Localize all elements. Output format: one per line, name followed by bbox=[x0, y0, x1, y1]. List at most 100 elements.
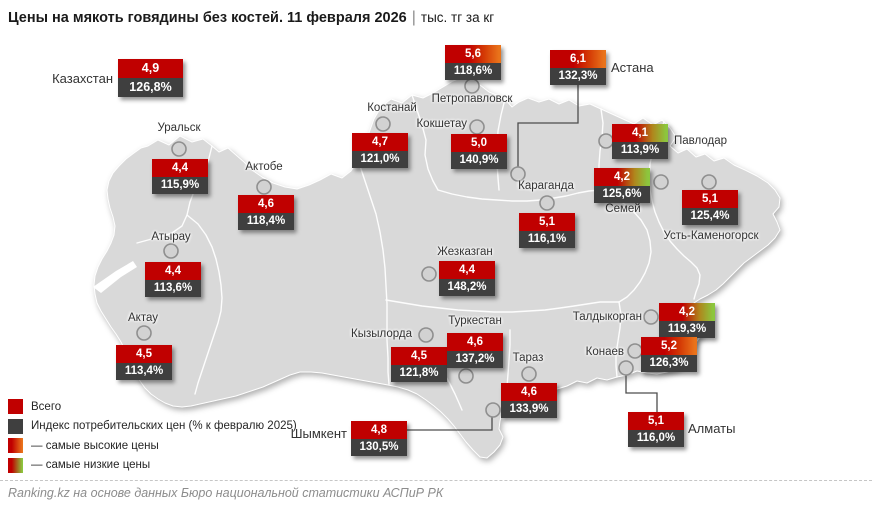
price-badge-kokshetau: 5,0 140,9% bbox=[451, 134, 507, 169]
title-unit: тыс. тг за кг bbox=[420, 10, 495, 25]
city-label-atyrau: Атырау bbox=[151, 231, 191, 243]
price-badge-konaev: 5,2 126,3% bbox=[641, 337, 697, 372]
price-badge-turkestan: 4,6 137,2% bbox=[447, 333, 503, 368]
city-label-semey: Семей bbox=[605, 203, 641, 215]
legend: Всего Индекс потребительских цен (% к фе… bbox=[8, 397, 297, 475]
index-value: 121,8% bbox=[391, 365, 447, 382]
legend-item-total: Всего bbox=[8, 397, 297, 417]
city-dot-semey bbox=[653, 174, 669, 190]
index-value: 125,6% bbox=[594, 186, 650, 203]
index-value: 126,8% bbox=[118, 78, 183, 97]
price-value: 4,4 bbox=[145, 262, 201, 280]
price-badge-astana: 6,1 132,3% bbox=[550, 50, 606, 85]
price-badge-karaganda: 5,1 116,1% bbox=[519, 213, 575, 248]
city-dot-aktau bbox=[136, 325, 152, 341]
city-label-kyzylorda: Кызылорда bbox=[351, 328, 412, 340]
city-label-kokshetau: Кокшетау bbox=[416, 118, 467, 130]
index-value: 116,1% bbox=[519, 231, 575, 248]
price-badge-kyzylorda: 4,5 121,8% bbox=[391, 347, 447, 382]
connector-lines bbox=[407, 85, 658, 431]
price-badge-petropavlovsk: 5,6 118,6% bbox=[445, 45, 501, 80]
index-value: 115,9% bbox=[152, 177, 208, 194]
legend-item-highest: — самые высокие цены bbox=[8, 436, 297, 456]
price-value: 4,8 bbox=[351, 421, 407, 439]
price-value: 4,7 bbox=[352, 133, 408, 151]
caspian-gulf bbox=[93, 261, 137, 293]
lowest-price-swatch-icon bbox=[8, 457, 23, 473]
total-swatch-icon bbox=[8, 399, 23, 415]
city-label-konaev: Конаев bbox=[585, 346, 624, 358]
city-label-karaganda: Караганда bbox=[518, 180, 574, 192]
index-value: 118,6% bbox=[445, 63, 501, 80]
city-label-zhezkazgan: Жезказган bbox=[437, 246, 493, 258]
index-value: 133,9% bbox=[501, 401, 557, 418]
city-dot-astana bbox=[510, 166, 526, 182]
city-dot-uralsk bbox=[171, 141, 187, 157]
city-label-astana: Астана bbox=[611, 60, 654, 75]
city-label-aktobe: Актобе bbox=[245, 161, 283, 173]
price-badge-aktau: 4,5 113,4% bbox=[116, 345, 172, 380]
price-badge-taraz: 4,6 133,9% bbox=[501, 383, 557, 418]
city-dot-turkestan bbox=[458, 368, 474, 384]
city-label-taraz: Тараз bbox=[512, 352, 544, 364]
city-label-taldykorgan: Талдыкорган bbox=[572, 311, 642, 323]
city-dots bbox=[136, 78, 717, 418]
region-borders bbox=[136, 94, 701, 411]
price-value: 4,6 bbox=[447, 333, 503, 351]
city-label-shymkent: Шымкент bbox=[290, 426, 347, 441]
price-badge-aktobe: 4,6 118,4% bbox=[238, 195, 294, 230]
price-value: 5,6 bbox=[445, 45, 501, 63]
index-value: 119,3% bbox=[659, 321, 715, 338]
index-value: 137,2% bbox=[447, 351, 503, 368]
price-badge-atyrau: 4,4 113,6% bbox=[145, 262, 201, 297]
title-row: Цены на мякоть говядины без костей. 11 ф… bbox=[8, 9, 494, 27]
price-value: 5,1 bbox=[682, 190, 738, 208]
legend-item-lowest: — самые низкие цены bbox=[8, 456, 297, 476]
price-badge-taldykorgan: 4,2 119,3% bbox=[659, 303, 715, 338]
city-dot-taldykorgan bbox=[643, 309, 659, 325]
city-label-ust-kamenogorsk: Усть-Каменогорск bbox=[663, 230, 759, 242]
city-label-turkestan: Туркестан bbox=[448, 315, 502, 327]
city-dot-taraz bbox=[521, 366, 537, 382]
highest-price-swatch-icon bbox=[8, 438, 23, 454]
price-value: 4,5 bbox=[116, 345, 172, 363]
city-dot-kokshetau bbox=[469, 119, 485, 135]
city-dot-petropavlovsk bbox=[464, 78, 480, 94]
footer-divider bbox=[0, 480, 872, 481]
price-value: 5,2 bbox=[641, 337, 697, 355]
index-value: 113,4% bbox=[116, 363, 172, 380]
connector-astana bbox=[517, 85, 579, 168]
price-value: 4,5 bbox=[391, 347, 447, 365]
price-value: 5,1 bbox=[628, 412, 684, 430]
price-badge-kazakhstan: 4,9 126,8% bbox=[118, 59, 183, 97]
price-badge-uralsk: 4,4 115,9% bbox=[152, 159, 208, 194]
city-label-petropavlovsk: Петропавловск bbox=[431, 93, 513, 105]
city-dot-kyzylorda bbox=[418, 327, 434, 343]
legend-item-cpi: Индекс потребительских цен (% к февралю … bbox=[8, 417, 297, 437]
index-value: 125,4% bbox=[682, 208, 738, 225]
city-dot-zhezkazgan bbox=[421, 266, 437, 282]
city-dot-ust-kamenogorsk bbox=[701, 174, 717, 190]
index-value: 116,0% bbox=[628, 430, 684, 447]
price-badge-ust-kamenogorsk: 5,1 125,4% bbox=[682, 190, 738, 225]
legend-label: Индекс потребительских цен (% к февралю … bbox=[31, 420, 297, 433]
price-badge-shymkent: 4,8 130,5% bbox=[351, 421, 407, 456]
price-badge-pavlodar: 4,1 113,9% bbox=[612, 124, 668, 159]
city-label-aktau: Актау bbox=[128, 312, 158, 324]
connector-almaty bbox=[625, 375, 658, 412]
price-value: 4,6 bbox=[238, 195, 294, 213]
index-value: 113,9% bbox=[612, 142, 668, 159]
legend-label: — самые высокие цены bbox=[31, 439, 159, 452]
label-kazakhstan: Казахстан bbox=[52, 71, 113, 86]
price-value: 4,4 bbox=[152, 159, 208, 177]
price-badge-almaty: 5,1 116,0% bbox=[628, 412, 684, 447]
city-dot-kostanay bbox=[375, 116, 391, 132]
price-badge-kostanay: 4,7 121,0% bbox=[352, 133, 408, 168]
price-value: 4,1 bbox=[612, 124, 668, 142]
legend-label: Всего bbox=[31, 400, 62, 413]
legend-label: — самые низкие цены bbox=[31, 459, 151, 472]
city-dot-konaev bbox=[627, 343, 643, 359]
index-value: 148,2% bbox=[439, 279, 495, 296]
index-value: 121,0% bbox=[352, 151, 408, 168]
price-value: 4,9 bbox=[118, 59, 183, 78]
